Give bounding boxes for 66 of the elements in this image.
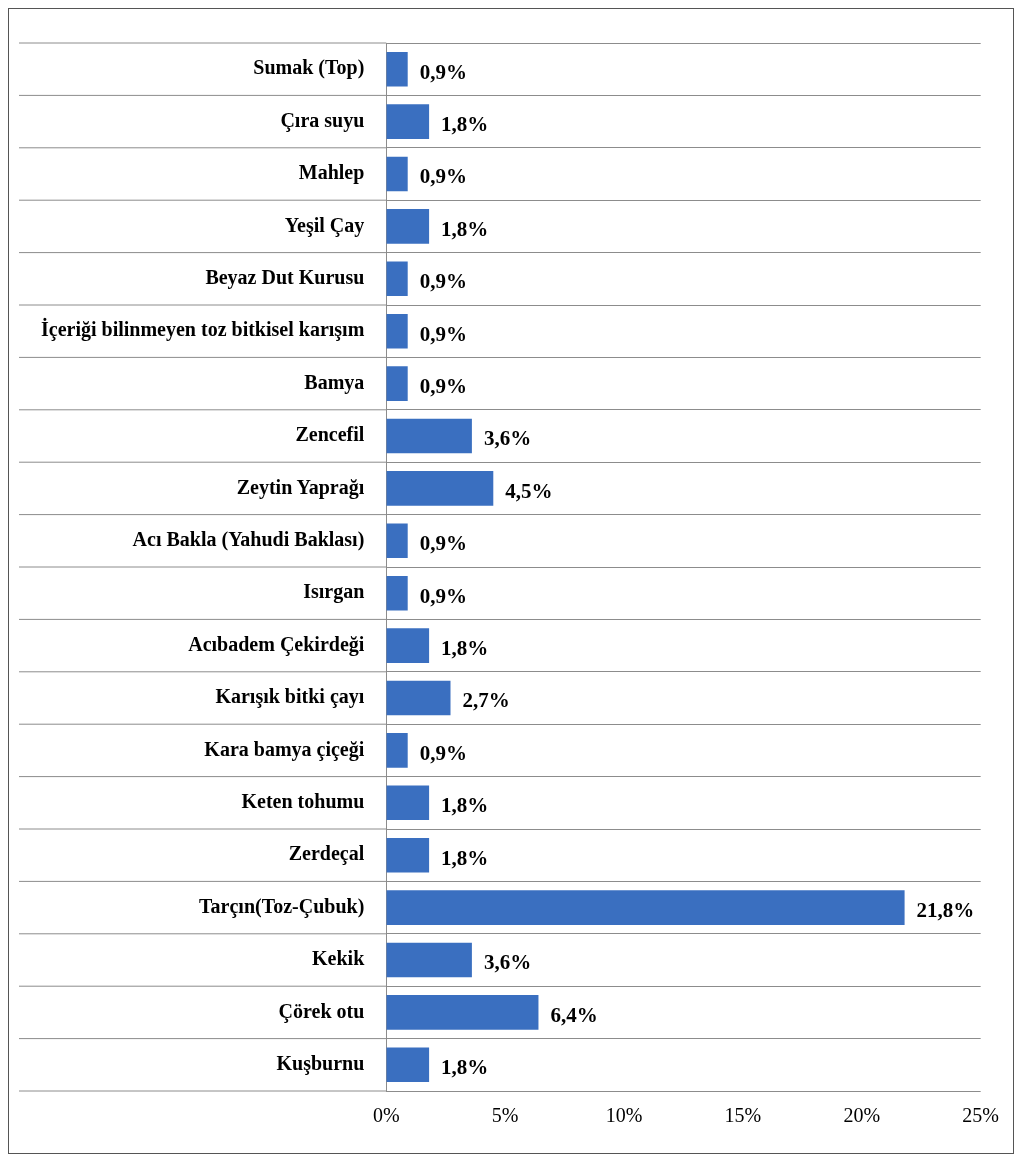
bar <box>386 366 408 401</box>
data-label: 0,9% <box>419 531 467 556</box>
y-tick-label: Kara bamya çiçeği <box>204 737 365 761</box>
data-label: 0,9% <box>419 164 467 189</box>
y-tick-label: Zeytin Yaprağı <box>236 475 365 499</box>
x-tick-label: 0% <box>372 1104 400 1127</box>
bar <box>386 733 408 768</box>
data-label: 0,9% <box>419 321 467 346</box>
bar <box>386 942 472 978</box>
y-tick-label: Sumak (Top) <box>253 56 365 80</box>
x-tick-label: 20% <box>843 1104 881 1127</box>
x-tick-label: 10% <box>605 1104 643 1127</box>
bar <box>386 890 905 925</box>
y-tick-label: Isırgan <box>303 580 365 604</box>
bar <box>386 628 430 663</box>
y-tick-label: Tarçın(Toz-Çubuk) <box>199 894 365 918</box>
bar <box>386 313 408 349</box>
data-label: 2,7% <box>462 688 510 713</box>
y-tick-label: Bamya <box>304 370 365 394</box>
data-label: 6,4% <box>550 1002 598 1027</box>
data-label: 4,5% <box>505 478 553 503</box>
x-tick-label: 15% <box>724 1104 762 1127</box>
y-tick-label: Keten tohumu <box>241 789 365 812</box>
bar <box>386 156 408 192</box>
bar <box>386 680 451 716</box>
bar <box>386 837 430 873</box>
bar <box>386 51 408 87</box>
y-tick-label: Çıra suyu <box>280 108 365 132</box>
bar <box>386 418 472 454</box>
y-tick-label: Zerdeçal <box>288 842 365 866</box>
data-label: 1,8% <box>441 216 489 241</box>
y-tick-label: Acıbadem Çekirdeği <box>188 632 365 656</box>
data-label: 0,9% <box>419 583 467 608</box>
y-tick-label: İçeriği bilinmeyen toz bitkisel karışım <box>41 317 365 342</box>
bar <box>386 523 408 559</box>
y-tick-label: Kekik <box>312 947 366 970</box>
bar <box>386 575 408 611</box>
bar <box>386 104 430 139</box>
data-label: 21,8% <box>916 898 975 923</box>
data-label: 1,8% <box>441 845 489 870</box>
data-label: 0,9% <box>419 59 467 84</box>
x-tick-label: 25% <box>962 1104 1000 1127</box>
y-tick-label: Zencefil <box>295 423 365 446</box>
bar <box>386 785 430 821</box>
bar <box>386 209 430 244</box>
data-label: 0,9% <box>419 269 467 294</box>
y-tick-label: Karışık bitki çayı <box>215 685 365 709</box>
data-label: 0,9% <box>419 740 467 765</box>
x-tick-label: 5% <box>491 1104 519 1127</box>
y-tick-label: Çörek otu <box>278 999 365 1023</box>
y-tick-label: Yeşil Çay <box>284 213 365 237</box>
bar <box>386 995 539 1030</box>
data-label: 1,8% <box>441 1055 489 1080</box>
data-label: 1,8% <box>441 112 489 137</box>
bar <box>386 471 494 506</box>
data-label: 1,8% <box>441 636 489 661</box>
data-label: 0,9% <box>419 374 467 399</box>
bar <box>386 261 408 297</box>
data-label: 3,6% <box>483 426 532 451</box>
y-tick-label: Acı Bakla (Yahudi Baklası) <box>132 527 365 551</box>
data-label: 1,8% <box>441 793 489 818</box>
y-tick-label: Kuşburnu <box>276 1051 365 1075</box>
y-tick-label: Beyaz Dut Kurusu <box>205 265 365 289</box>
data-label: 3,6% <box>483 950 532 975</box>
bar <box>386 1047 430 1083</box>
y-tick-label: Mahlep <box>298 161 365 185</box>
